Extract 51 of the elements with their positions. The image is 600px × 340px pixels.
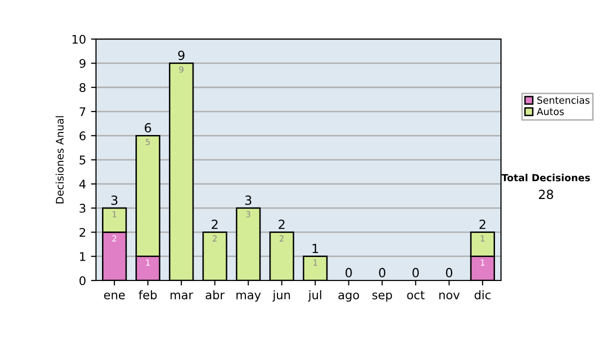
x-tick-label: abr: [206, 290, 225, 300]
x-tick-label: sep: [372, 292, 392, 302]
y-tick-label: 0: [80, 276, 86, 286]
y-tick-label: 3: [80, 204, 86, 213]
data-label: 1: [314, 260, 318, 266]
x-tick-label: dic: [474, 290, 490, 300]
total-label: 2: [278, 220, 284, 229]
x-tick-label: nov: [439, 292, 460, 300]
x-tick-label: feb: [138, 290, 157, 300]
data-label: 1: [112, 211, 116, 218]
x-tick-label: jul: [308, 290, 322, 302]
total-label: 9: [178, 50, 184, 60]
y-tick-label: 7: [80, 107, 86, 116]
x-tick-label: ago: [338, 292, 360, 302]
x-tick-label: oct: [407, 290, 425, 300]
y-tick-label: 6: [80, 131, 86, 140]
data-label: 2: [112, 235, 116, 242]
total-label: 0: [446, 268, 452, 278]
total-label: 0: [412, 268, 419, 278]
data-label: 3: [246, 211, 250, 218]
total-label: 0: [346, 268, 352, 278]
y-tick-label: 10: [72, 34, 86, 44]
y-tick-label: 9: [80, 58, 86, 68]
x-tick-label: ene: [104, 292, 125, 300]
total-label: 1: [312, 244, 318, 254]
data-label: 1: [480, 235, 484, 242]
total-label: 6: [144, 123, 152, 133]
y-tick-label: 8: [80, 83, 86, 92]
legend-label: Sentencias: [537, 96, 590, 104]
y-tick-label: 2: [80, 228, 86, 237]
total-label: 2: [212, 220, 218, 229]
text: 28: [538, 190, 554, 200]
y-tick-label: 4: [79, 180, 86, 188]
legend-label: Autos: [536, 108, 564, 116]
total-label: 3: [111, 195, 118, 205]
total-label: 0: [379, 268, 386, 278]
data-label: 5: [146, 138, 150, 146]
x-tick-label: jun: [272, 290, 290, 302]
data-label: 1: [146, 260, 150, 266]
data-label: 9: [179, 66, 184, 73]
total-label: 2: [480, 220, 486, 229]
y-tick-label: 1: [80, 252, 86, 261]
total-label: 3: [245, 195, 252, 205]
x-tick-label: may: [236, 292, 261, 302]
data-label: 2: [280, 235, 284, 242]
y-axis-title: Decisiones Anual: [56, 116, 64, 204]
x-tick-label: mar: [170, 292, 194, 300]
text: Total Decisiones: [502, 174, 590, 182]
data-label: 2: [212, 235, 217, 242]
y-tick-label: 5: [80, 156, 86, 164]
data-label: 1: [480, 260, 484, 266]
